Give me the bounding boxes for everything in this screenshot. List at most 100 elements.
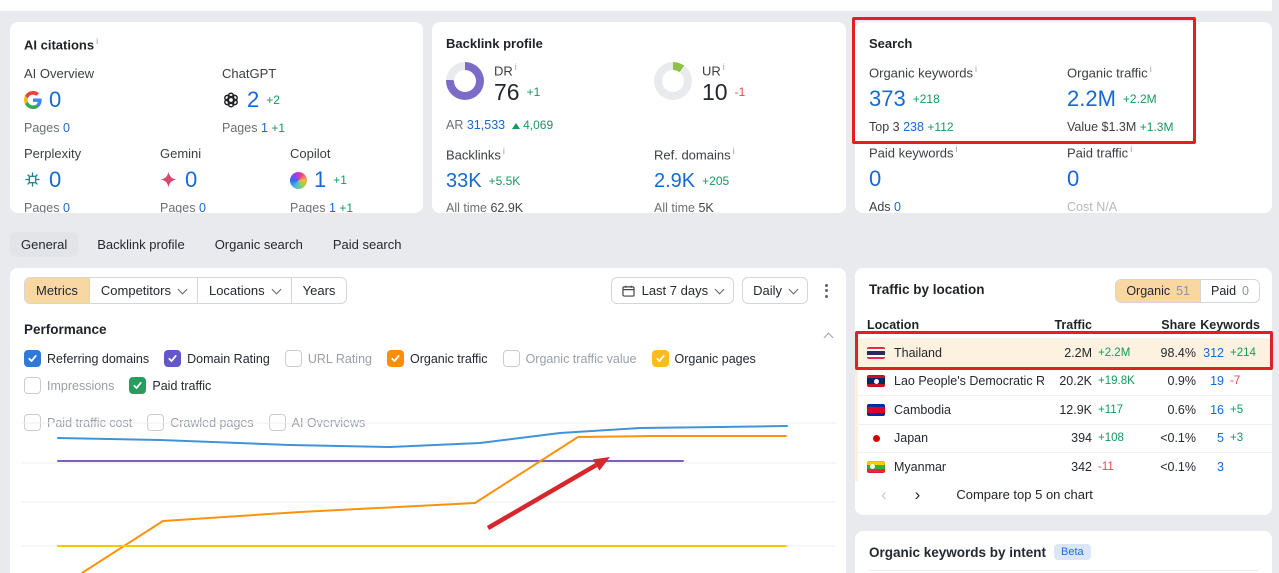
table-row-laos[interactable]: Lao People's Democratic Reput 20.2K +19.… [855,366,1272,395]
chatgpt-value[interactable]: 2 [247,87,260,112]
domain-rating-stat: DR i 76 +1 [446,62,540,105]
metric-checkbox-paid-traffic[interactable]: Paid traffic [129,377,211,394]
metric-checkbox-url-rating[interactable]: URL Rating [284,350,372,367]
metric-checkbox-organic-pages[interactable]: Organic pages [651,350,756,367]
tab-general[interactable]: General [10,232,79,257]
share-value: 0.9% [1167,374,1197,389]
info-icon: i [955,144,958,154]
tab-paid-search[interactable]: Paid search [332,237,402,252]
keywords-link[interactable]: 19 [1210,374,1224,389]
competitors-filter-button[interactable]: Competitors [88,278,197,303]
thailand-flag [867,346,885,359]
ref-domains-value[interactable]: 2.9K [654,169,696,192]
keywords-link[interactable]: 16 [1210,402,1224,417]
traffic-change: -11 [1098,460,1114,473]
performance-chart[interactable] [10,396,846,573]
checkbox-icon [24,377,41,394]
location-name: Japan [894,431,929,446]
location-name: Myanmar [894,459,947,474]
traffic-change: +2.2M [1098,346,1131,359]
dr-value: 76 [494,78,520,105]
traffic-value: 2.2M [1064,345,1092,360]
checkbox-icon [502,350,520,367]
metric-checkbox-impressions[interactable]: Impressions [24,377,114,394]
gemini-stat: Gemini 0 Pages 0 [160,146,206,213]
organic-intent-card: Organic keywords by intent Beta [855,531,1272,573]
metric-checkbox-referring-domains[interactable]: Referring domains [24,350,149,367]
keywords-link[interactable]: 312 [1203,345,1224,360]
card-title: Search [869,36,913,51]
paid-traffic-stat: Paid traffic i 0 Cost N/A [1067,144,1133,213]
traffic-value: 12.9K [1059,402,1092,417]
organic-toggle-button[interactable]: Organic 51 [1116,280,1201,302]
checkbox-icon [129,377,147,394]
granularity-button[interactable]: Daily [742,277,808,304]
ar-value[interactable]: 31,533 [466,118,506,132]
date-range-button[interactable]: Last 7 days [610,277,735,304]
column-location[interactable]: Location [867,318,920,332]
keywords-link[interactable]: 3 [1217,459,1224,474]
chevron-down-icon [788,284,799,294]
metric-checkbox-organic-traffic[interactable]: Organic traffic [386,350,488,367]
checkbox-icon [386,350,404,367]
card-title: AI citations i [24,36,99,53]
ref-domains-stat: Ref. domains i 2.9K +205 All time 5K [654,146,735,213]
gemini-value[interactable]: 0 [185,167,198,192]
info-icon: i [732,146,735,156]
paid-traffic-value[interactable]: 0 [1067,166,1080,192]
paid-toggle-button[interactable]: Paid 0 [1200,280,1259,302]
metrics-filter-button[interactable]: Metrics [25,278,89,303]
ai-overview-stat: AI Overview 0 Pages 0 [24,66,95,135]
card-title: Traffic by location [869,282,985,297]
perplexity-stat: Perplexity 0 Pages 0 [24,146,82,213]
copilot-icon [290,171,307,189]
chatgpt-stat: ChatGPT 2 +2 Pages 1 +1 [222,66,286,135]
organic-traffic-value[interactable]: 2.2M [1067,86,1116,112]
metric-checkbox-domain-rating[interactable]: Domain Rating [164,350,270,367]
share-value: <0.1% [1160,431,1196,446]
info-icon: i [502,146,505,156]
perplexity-value[interactable]: 0 [49,167,62,192]
prev-page-icon[interactable]: ‹ [881,484,887,504]
share-value: <0.1% [1160,459,1196,474]
table-row-japan[interactable]: Japan 394 +108 <0.1% 5 +3 [855,423,1272,452]
tab-backlink-profile[interactable]: Backlink profile [97,237,185,252]
organic-paid-toggle: Organic 51 Paid 0 [1115,279,1260,303]
locations-filter-button[interactable]: Locations [196,278,291,303]
organic-keywords-value[interactable]: 373 [869,86,906,112]
keywords-change: +5 [1230,403,1244,416]
kebab-menu-icon[interactable] [821,280,832,302]
copilot-stat: Copilot 1 +1 Pages 1 +1 [290,146,354,213]
table-row-thailand[interactable]: Thailand 2.2M +2.2M 98.4% 312 +214 [855,338,1272,367]
location-name: Lao People's Democratic Reput [894,374,1044,389]
table-row-myanmar[interactable]: Myanmar 342 -11 <0.1% 3 [855,452,1272,481]
paid-keywords-stat: Paid keywords i 0 Ads 0 [869,144,958,213]
top-strip [0,0,1272,11]
paid-keywords-value[interactable]: 0 [869,166,882,192]
table-header-row: Location Traffic Share Keywords [855,312,1272,338]
years-filter-button[interactable]: Years [290,278,347,303]
copilot-value[interactable]: 1 [314,167,327,192]
traffic-value: 342 [1071,459,1092,474]
ai-overview-value[interactable]: 0 [49,87,62,112]
compare-top5-link[interactable]: Compare top 5 on chart [956,486,1093,502]
keywords-link[interactable]: 5 [1217,431,1224,446]
collapse-section-button[interactable] [817,328,834,346]
metric-checkbox-organic-traffic-value[interactable]: Organic traffic value [502,350,637,367]
tab-organic-search[interactable]: Organic search [214,237,303,252]
chevron-down-icon [177,284,188,294]
column-share[interactable]: Share [1161,318,1196,332]
cambodia-flag [867,403,885,416]
info-icon: i [975,64,978,74]
backlinks-stat: Backlinks i 33K +5.5K All time 62.9K [446,146,524,213]
column-keywords[interactable]: Keywords [1200,318,1260,332]
traffic-change: +19.8K [1098,375,1135,388]
backlinks-value[interactable]: 33K [446,169,482,192]
gemini-icon [160,171,178,189]
japan-flag [867,432,885,444]
backlink-profile-card: Backlink profile DR i 76 +1 AR 31,533 4,069… [432,22,846,213]
card-title: Organic keywords by intent [869,544,1047,560]
table-row-cambodia[interactable]: Cambodia 12.9K +117 0.6% 16 +5 [855,395,1272,424]
column-traffic[interactable]: Traffic [1054,318,1092,332]
next-page-icon[interactable]: › [914,484,921,504]
